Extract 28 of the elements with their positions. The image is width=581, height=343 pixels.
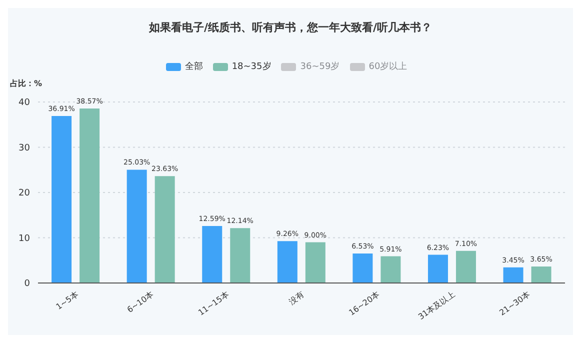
legend-label: 18~35岁 — [230, 60, 272, 73]
bar — [126, 170, 147, 283]
bar — [80, 108, 100, 283]
chart-title: 如果看电子/纸质书、听有声书，您一年大致看/听几本书？ — [148, 20, 434, 35]
bar — [52, 116, 72, 283]
x-tick-label: 没有 — [288, 290, 306, 306]
bar — [456, 250, 476, 283]
y-tick-label: 0 — [24, 279, 30, 290]
y-tick-label: 40 — [18, 98, 30, 108]
bar — [352, 253, 373, 283]
y-tick-label: 20 — [18, 188, 30, 199]
y-tick-label: 10 — [18, 234, 30, 244]
bar — [305, 242, 326, 283]
bar — [531, 266, 552, 283]
bar — [428, 254, 448, 283]
bar — [230, 228, 250, 283]
legend-label: 36~59岁 — [299, 60, 340, 73]
y-tick-label: 30 — [18, 143, 30, 154]
legend-label: 全部 — [184, 60, 203, 73]
x-tick-label: 31本及以上 — [416, 290, 456, 322]
x-tick-label: 1~5本 — [54, 290, 80, 312]
bar — [277, 241, 298, 283]
legend-label: 60岁以上 — [368, 60, 408, 73]
bar — [154, 176, 175, 283]
bar — [503, 267, 524, 283]
bar — [380, 256, 401, 283]
bar — [202, 226, 222, 283]
y-axis-title: 占比：% — [10, 78, 42, 89]
